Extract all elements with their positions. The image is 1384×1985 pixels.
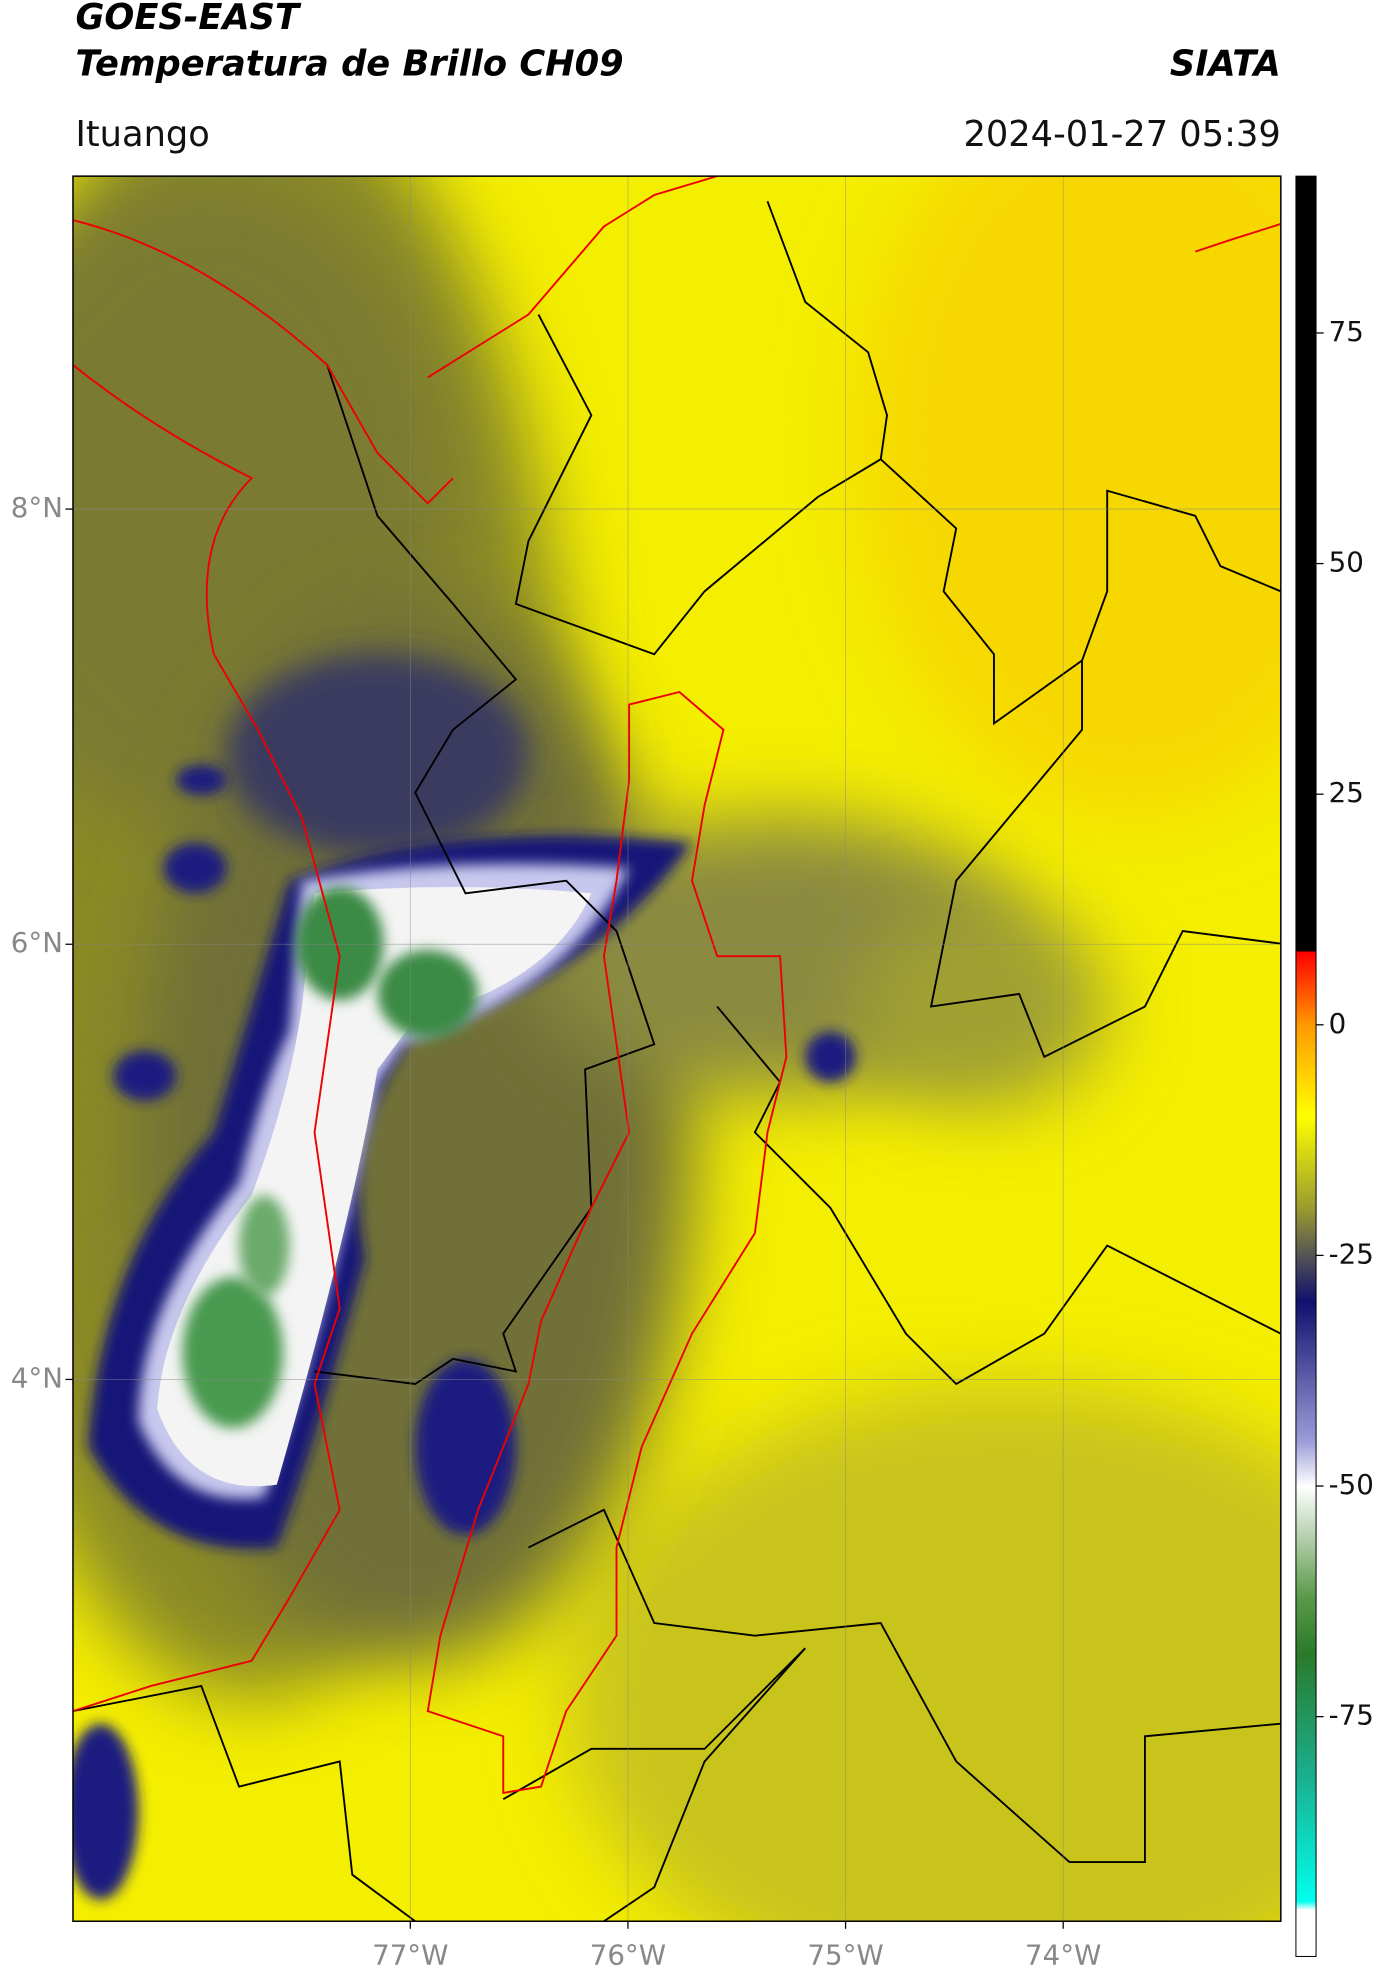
colorbar-label: -75 [1329, 1699, 1374, 1732]
colorbar-label: 75 [1329, 315, 1364, 348]
colorbar-label: -50 [1329, 1468, 1374, 1501]
lat-label: 6°N [11, 926, 63, 959]
map-frame [72, 175, 1282, 1922]
colorbar-label: 50 [1329, 546, 1364, 579]
axes: 77°W 76°W 75°W 74°W 8°N 6°N 4°N 75 50 25 0 -25 -50 -7… [11, 315, 1374, 1972]
satellite-image [72, 176, 1281, 1922]
lon-label: 77°W [372, 1938, 448, 1971]
title: GOES-EAST [75, 0, 302, 38]
subtitle: Temperatura de Brillo CH09 [75, 43, 623, 84]
colorbar [1295, 175, 1317, 1957]
lon-label: 75°W [807, 1938, 883, 1971]
lat-label: 8°N [11, 491, 63, 524]
colorbar-label: 0 [1329, 1007, 1347, 1040]
graticule [72, 176, 1281, 1922]
lon-label: 74°W [1025, 1938, 1101, 1971]
datetime: 2024-01-27 05:39 [963, 114, 1280, 155]
colorbar-label: 25 [1329, 776, 1364, 809]
location: Ituango [75, 114, 209, 155]
colorbar-label: -25 [1329, 1237, 1374, 1270]
lon-label: 76°W [590, 1938, 666, 1971]
lat-label: 4°N [11, 1361, 63, 1394]
source: SIATA [1170, 43, 1281, 84]
